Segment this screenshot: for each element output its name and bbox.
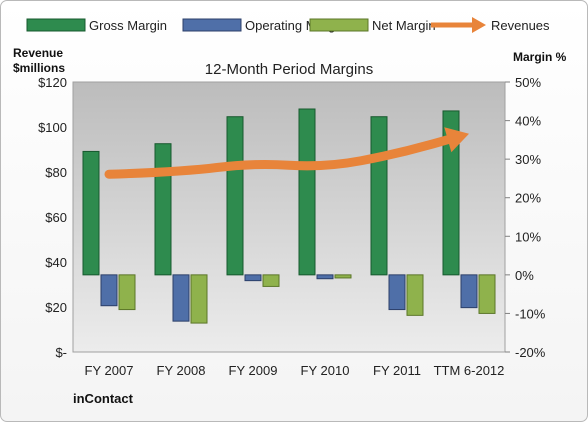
right-axis-label: Margin % <box>513 50 567 64</box>
bar-gross-margin <box>82 150 100 276</box>
legend-arrow-revenues <box>472 17 486 33</box>
right-tick-label: -10% <box>515 306 546 321</box>
bar-gross-margin <box>154 143 172 276</box>
category-label: TTM 6-2012 <box>434 363 505 378</box>
left-tick-label: $20 <box>45 300 67 315</box>
bar-net-margin <box>190 274 208 324</box>
left-tick-label: $120 <box>38 75 67 90</box>
bar-operating-margin <box>244 274 262 282</box>
left-tick-label: $40 <box>45 255 67 270</box>
right-tick-label: 20% <box>515 191 541 206</box>
right-tick-label: 10% <box>515 229 541 244</box>
legend-label-gross-margin: Gross Margin <box>89 18 167 33</box>
bar-gross-margin <box>370 116 388 276</box>
left-tick-label: $80 <box>45 165 67 180</box>
left-axis-label-line2: $millions <box>13 61 65 75</box>
legend-label-revenues: Revenues <box>491 18 550 33</box>
left-tick-label: $- <box>55 345 67 360</box>
company-name: inContact <box>73 391 134 406</box>
bar-net-margin <box>478 274 496 314</box>
bar-operating-margin <box>100 274 118 307</box>
left-tick-label: $100 <box>38 120 67 135</box>
bar-operating-margin <box>460 274 478 309</box>
category-label: FY 2008 <box>157 363 206 378</box>
revenue-line <box>104 135 453 179</box>
legend-swatch-operating-margin <box>182 18 242 32</box>
legend-swatch-net-margin <box>309 18 369 32</box>
bar-operating-margin <box>316 274 334 280</box>
right-tick-label: 40% <box>515 114 541 129</box>
left-tick-label: $60 <box>45 210 67 225</box>
bar-net-margin <box>262 274 280 287</box>
category-label: FY 2007 <box>85 363 134 378</box>
bar-gross-margin <box>442 110 460 276</box>
category-label: FY 2011 <box>373 363 421 378</box>
category-label: FY 2010 <box>301 363 350 378</box>
bar-operating-margin <box>388 274 406 311</box>
legend: Gross Margin Operating Margin Net Margin… <box>26 17 550 33</box>
bar-net-margin <box>334 274 352 279</box>
bar-gross-margin <box>298 108 316 276</box>
left-axis-label-line1: Revenue <box>13 46 63 60</box>
plot-area <box>72 81 506 353</box>
chart-title: 12-Month Period Margins <box>205 61 373 78</box>
legend-swatch-gross-margin <box>26 18 86 32</box>
bar-operating-margin <box>172 274 190 322</box>
right-tick-label: 50% <box>515 75 541 90</box>
right-tick-label: 0% <box>515 268 534 283</box>
bar-gross-margin <box>226 116 244 276</box>
bar-net-margin <box>118 274 136 311</box>
right-tick-label: 30% <box>515 152 541 167</box>
legend-label-net-margin: Net Margin <box>372 18 436 33</box>
bar-net-margin <box>406 274 424 316</box>
category-label: FY 2009 <box>229 363 278 378</box>
right-tick-label: -20% <box>515 345 546 360</box>
revenue-arrowhead <box>444 127 469 153</box>
